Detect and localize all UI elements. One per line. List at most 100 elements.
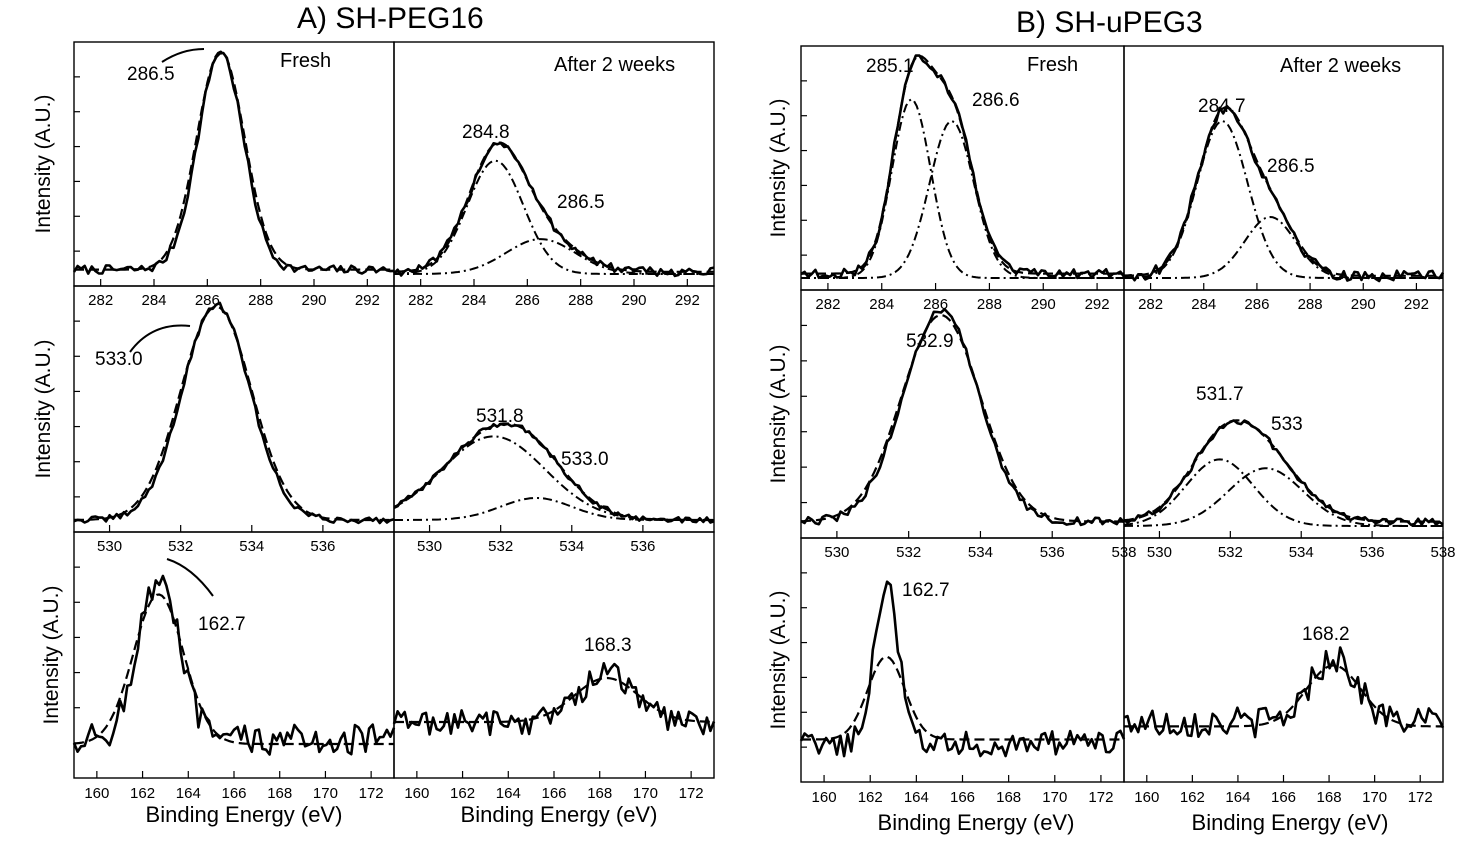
x-tick-label: 530 <box>417 538 442 555</box>
panel-label: Fresh <box>1027 54 1078 76</box>
panel-label: After 2 weeks <box>554 54 675 76</box>
x-tick-label: 170 <box>313 785 338 802</box>
peak-label: 533 <box>1271 414 1303 435</box>
solid-series-line <box>392 662 716 737</box>
panel-frame <box>800 289 1125 539</box>
peak-label: 286.6 <box>972 90 1020 111</box>
x-axis-label: Binding Energy (eV) <box>146 802 343 827</box>
dashed-series-line <box>1124 106 1443 277</box>
x-tick-label: 164 <box>904 789 929 806</box>
x-tick-label: 172 <box>359 785 384 802</box>
group-a-title: A) SH-PEG16 <box>297 2 484 35</box>
x-tick-label: 168 <box>267 785 292 802</box>
x-tick-label: 536 <box>630 538 655 555</box>
solid-series-line <box>72 51 395 275</box>
panel-frame <box>393 285 715 533</box>
dashed-series-line <box>801 54 1124 275</box>
x-tick-label: 292 <box>355 292 380 309</box>
x-tick-label: 284 <box>869 296 894 313</box>
x-tick-label: 160 <box>812 789 837 806</box>
x-tick-label: 170 <box>1362 789 1387 806</box>
peak-label: 286.5 <box>1267 156 1315 177</box>
x-tick-label: 162 <box>858 789 883 806</box>
x-tick-label: 292 <box>1085 296 1110 313</box>
x-tick-label: 168 <box>1317 789 1342 806</box>
y-axis-label: Intensity (A.U.) <box>767 99 790 238</box>
x-tick-label: 532 <box>488 538 513 555</box>
x-tick-label: 292 <box>1404 296 1429 313</box>
y-axis-label: Intensity (A.U.) <box>40 586 63 725</box>
x-tick-label: 534 <box>968 544 993 561</box>
solid-series-line <box>393 141 715 278</box>
x-tick-label: 168 <box>996 789 1021 806</box>
x-tick-label: 160 <box>404 785 429 802</box>
x-tick-label: 162 <box>450 785 475 802</box>
peak-label: 284.8 <box>462 122 510 143</box>
dashed-series-line <box>393 141 714 273</box>
x-tick-label: 166 <box>541 785 566 802</box>
solid-series-line <box>1123 419 1444 527</box>
y-axis-label: Intensity (A.U.) <box>767 345 790 484</box>
x-tick-label: 534 <box>559 538 584 555</box>
x-tick-label: 162 <box>130 785 155 802</box>
solid-series-line <box>73 301 395 525</box>
x-tick-label: 172 <box>1088 789 1113 806</box>
x-tick-label: 170 <box>633 785 658 802</box>
x-tick-label: 290 <box>1351 296 1376 313</box>
x-axis-label: Binding Energy (eV) <box>878 810 1075 835</box>
x-tick-label: 172 <box>679 785 704 802</box>
x-tick-label: 538 <box>1111 544 1136 561</box>
panel-frame <box>393 531 715 779</box>
group-b-title: B) SH-uPEG3 <box>1016 6 1203 39</box>
x-tick-label: 284 <box>141 292 166 309</box>
x-tick-label: 532 <box>896 544 921 561</box>
dashed-series-line <box>393 422 714 522</box>
x-tick-label: 288 <box>1298 296 1323 313</box>
dashdot-series-line <box>394 497 714 521</box>
x-tick-label: 288 <box>977 296 1002 313</box>
peak-label: 531.8 <box>476 406 524 427</box>
x-tick-label: 282 <box>408 292 433 309</box>
x-tick-label: 166 <box>950 789 975 806</box>
x-tick-label: 530 <box>824 544 849 561</box>
x-tick-label: 284 <box>1191 296 1216 313</box>
panel-frames <box>73 41 1444 783</box>
x-tick-label: 288 <box>248 292 273 309</box>
y-axis-label: Intensity (A.U.) <box>767 591 790 730</box>
solid-series-line <box>800 54 1126 280</box>
x-tick-label: 160 <box>1134 789 1159 806</box>
dashed-series-line <box>1124 664 1443 728</box>
spectrum-curves <box>72 50 1445 758</box>
dashdot-series-line <box>393 435 714 521</box>
x-tick-label: 290 <box>1031 296 1056 313</box>
dashdot-series-line <box>1123 458 1443 527</box>
dashed-series-line <box>1123 419 1443 523</box>
y-axis-label: Intensity (A.U.) <box>32 340 55 479</box>
x-tick-label: 538 <box>1430 544 1455 561</box>
x-tick-label: 284 <box>461 292 486 309</box>
x-tick-label: 290 <box>621 292 646 309</box>
peak-label: 533.0 <box>95 349 143 370</box>
peak-leader-line <box>166 558 214 597</box>
axis-ticks: 282 284 286 288 290 292 282 284 286 288 290 292 530 5… <box>74 76 1456 806</box>
solid-series-line <box>393 422 715 524</box>
x-tick-label: 292 <box>675 292 700 309</box>
dashed-series-line <box>394 676 714 724</box>
x-tick-label: 172 <box>1408 789 1433 806</box>
x-tick-label: 536 <box>1360 544 1385 561</box>
x-tick-label: 164 <box>1225 789 1250 806</box>
panel-label: Fresh <box>280 50 331 72</box>
peak-label: 286.5 <box>557 192 605 213</box>
peak-label: 532.9 <box>906 331 954 352</box>
dashed-series-line <box>74 50 394 271</box>
x-tick-label: 282 <box>815 296 840 313</box>
x-tick-label: 532 <box>1218 544 1243 561</box>
dashed-series-line <box>800 314 1124 523</box>
peak-label: 285.1 <box>866 56 914 77</box>
x-tick-label: 166 <box>221 785 246 802</box>
x-tick-label: 288 <box>568 292 593 309</box>
x-tick-label: 168 <box>587 785 612 802</box>
x-tick-label: 170 <box>1042 789 1067 806</box>
peak-label: 284.7 <box>1198 96 1246 117</box>
